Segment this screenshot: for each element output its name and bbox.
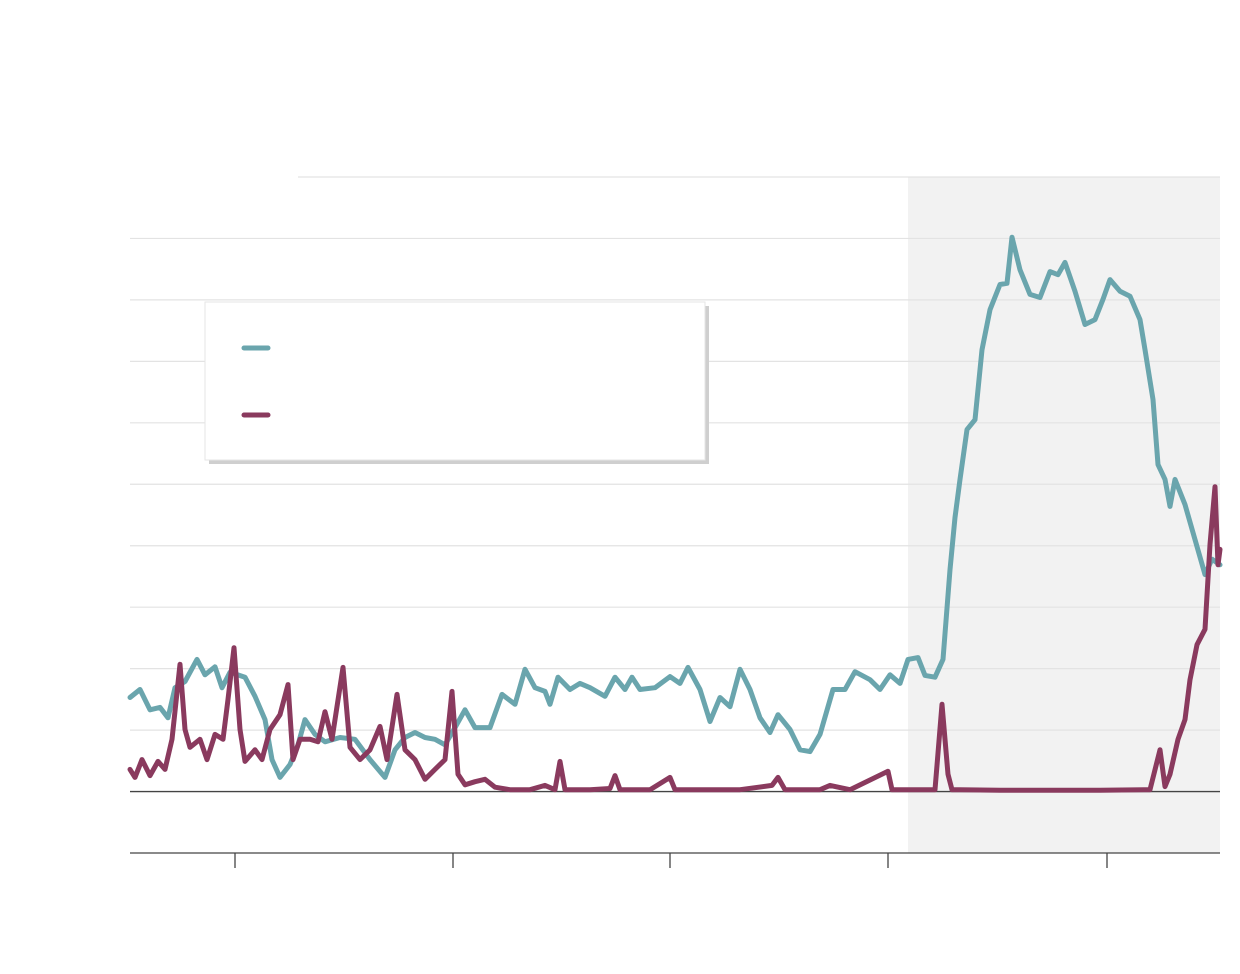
legend [204,301,709,464]
series-line [127,234,1223,780]
highlight-band [908,177,1220,853]
series-line [127,484,1223,793]
legend-box [204,301,706,461]
